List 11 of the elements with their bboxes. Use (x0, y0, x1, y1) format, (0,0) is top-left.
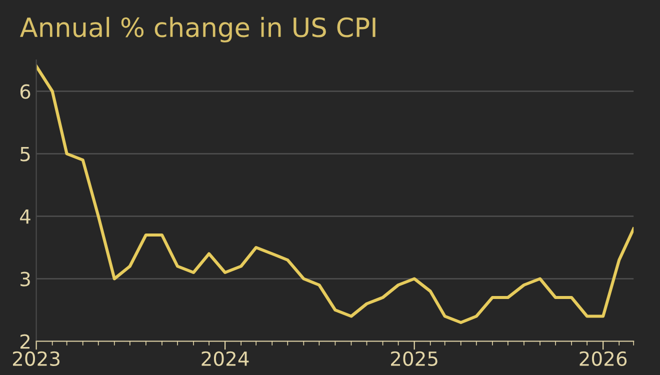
y-tick-label: 3 (20, 272, 30, 286)
y-tick-label: 2 (20, 334, 30, 349)
x-tick-label: 2026 (580, 351, 627, 366)
y-tick-label: 4 (20, 209, 30, 224)
y-tick-label: 6 (20, 84, 30, 99)
x-tick-label: 2024 (202, 351, 249, 366)
line-series (36, 64, 634, 324)
y-tick-label: 5 (20, 146, 30, 162)
x-tick-label: 2025 (391, 351, 438, 366)
x-tick-label: 2023 (12, 351, 60, 366)
chart-title: Annual % change in US CPI (20, 16, 376, 42)
